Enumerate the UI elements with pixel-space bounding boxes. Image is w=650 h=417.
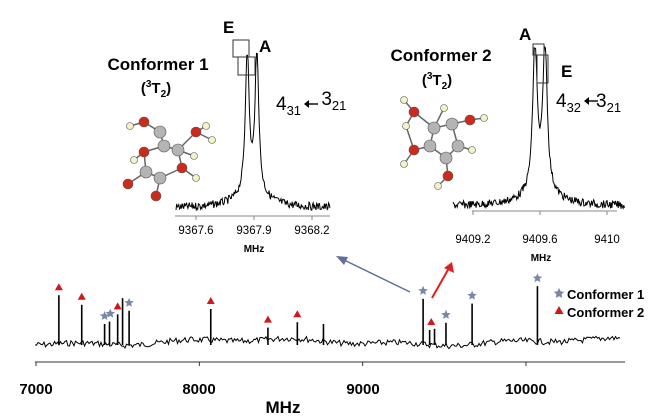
conformer-1-marker [467, 290, 477, 300]
inset-2-subtitle: (3T2) [422, 71, 452, 92]
conformer-2-marker [293, 310, 302, 318]
inset-2-x-ticks [472, 211, 608, 215]
inset-1-transition-arrow-icon [304, 100, 318, 108]
inset-1-doublet-box-e [232, 39, 250, 58]
molecule-2-ball-and-stick [400, 96, 488, 190]
conformer-2-marker [427, 318, 436, 325]
conformer-2-marker [113, 302, 122, 310]
conformer-1-marker [124, 297, 134, 307]
arrow-to-inset-1 [336, 256, 411, 293]
inset-2-title: Conformer 2 [390, 46, 491, 65]
main-x-tick-label: 10000 [505, 381, 547, 398]
inset-2-tick-label: 9409.2 [455, 234, 490, 246]
molecule-1-ball-and-stick [122, 116, 216, 202]
inset-1-doublet-box-a [237, 56, 256, 76]
inset-1-label-a: A [259, 37, 271, 56]
legend-label-conformer-1: Conformer 1 [567, 287, 644, 302]
inset-1-title: Conformer 1 [107, 55, 208, 74]
inset-2: 9409.2 9409.6 9410 MHz A E Conformer 2 (… [390, 25, 625, 264]
inset-1-label-e: E [223, 18, 234, 37]
inset-1-transition: 431 321 [276, 89, 346, 118]
inset-1-subtitle: (3T2) [141, 79, 171, 100]
conformer-2-marker [54, 283, 63, 291]
conformer-1-marker [532, 273, 543, 283]
conformer-1-marker [441, 309, 451, 319]
main-markers [54, 273, 543, 325]
inset-1-tick-label: 9367.6 [178, 225, 213, 237]
inset-2-doublet-box-e [536, 54, 549, 84]
inset-1-spectrum [175, 52, 331, 212]
inset-2-x-axis-label: MHz [531, 253, 552, 264]
legend: Conformer 1 Conformer 2 [553, 287, 644, 320]
legend-label-conformer-2: Conformer 2 [567, 305, 644, 320]
inset-2-label-e: E [561, 62, 572, 81]
inset-2-label-a: A [519, 25, 531, 44]
inset-2-spectrum [452, 45, 625, 210]
inset-2-transition-arrow-icon [584, 97, 598, 105]
inset-1-x-ticks [195, 216, 313, 220]
inset-1-tick-label: 9367.9 [236, 225, 271, 237]
inset-2-tick-label: 9409.6 [522, 234, 557, 246]
conformer-1-marker [105, 308, 116, 318]
main-baseline-noise [34, 335, 621, 350]
main-x-axis-label: MHz [266, 398, 301, 417]
arrow-to-inset-2 [431, 262, 454, 299]
conformer-2-marker [77, 292, 86, 300]
conformer-2-marker [263, 315, 272, 323]
legend-star-icon [553, 288, 565, 298]
main-x-tick-label: 7000 [19, 381, 52, 398]
inset-1: 9367.6 9367.9 9368.2 MHz E A Conformer 1… [107, 18, 346, 255]
inset-2-transition: 432 321 [556, 91, 621, 115]
main-x-tick-label: 8000 [182, 381, 215, 398]
inset-1-x-axis-label: MHz [244, 244, 265, 255]
main-spectrum: 7000 8000 9000 10000 MHz [19, 273, 625, 417]
legend-triangle-icon [554, 306, 564, 314]
conformer-1-marker [99, 311, 110, 320]
main-x-ticks [35, 362, 527, 366]
main-x-tick-label: 9000 [346, 381, 379, 398]
inset-2-tick-label: 9410 [594, 234, 620, 246]
inset-1-tick-label: 9368.2 [294, 225, 329, 237]
conformer-1-marker [418, 285, 428, 295]
main-peaks [58, 286, 539, 345]
conformer-2-marker [206, 297, 215, 304]
